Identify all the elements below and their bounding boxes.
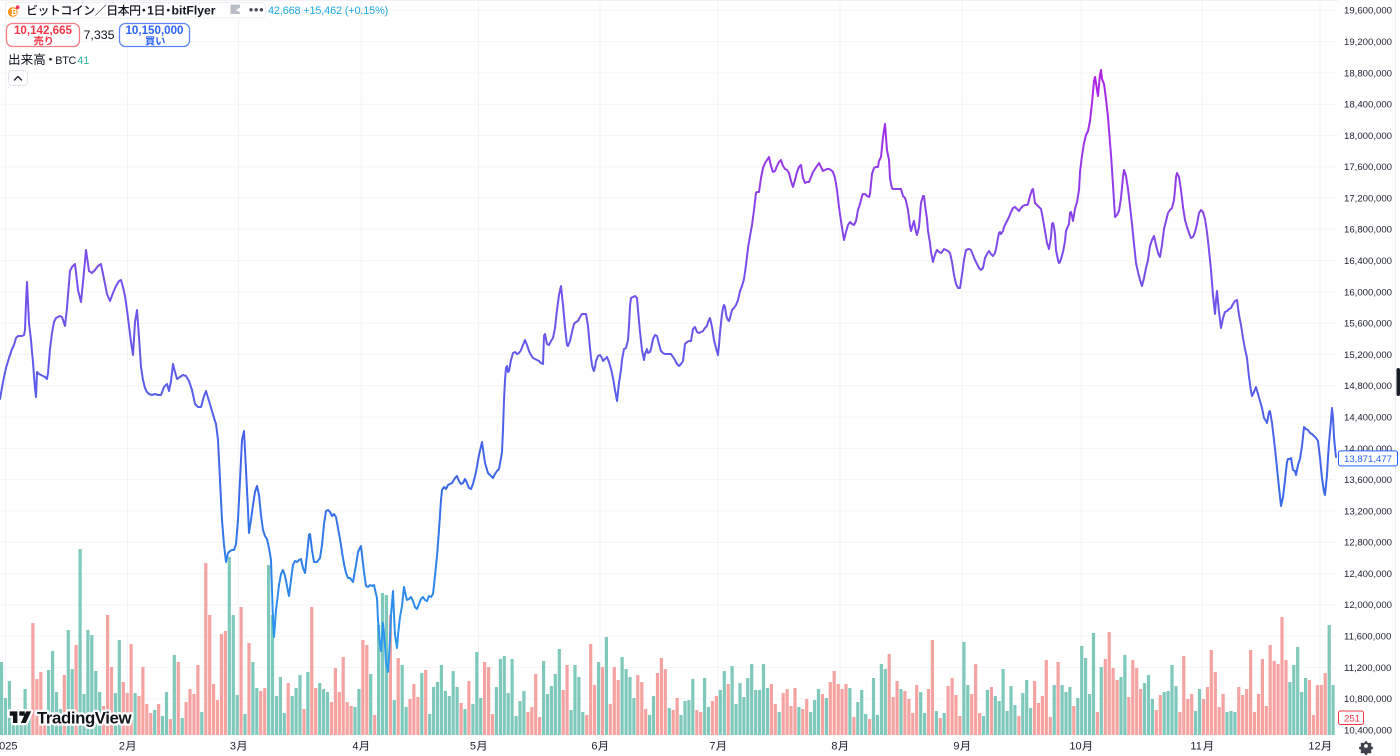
svg-text:11,600,000: 11,600,000 xyxy=(1344,632,1391,643)
svg-text:2: 2 xyxy=(119,741,125,753)
svg-text:10,400,000: 10,400,000 xyxy=(1344,725,1392,736)
svg-text:8: 8 xyxy=(831,741,837,753)
svg-text:11: 11 xyxy=(1190,741,1201,753)
svg-text:16,800,000: 16,800,000 xyxy=(1344,225,1392,236)
svg-text:18,400,000: 18,400,000 xyxy=(1344,100,1392,111)
svg-text:7,335: 7,335 xyxy=(83,28,114,42)
svg-text:2025: 2025 xyxy=(0,741,17,753)
svg-text:10: 10 xyxy=(1069,741,1081,753)
svg-text:1: 1 xyxy=(147,4,154,18)
svg-text:12,400,000: 12,400,000 xyxy=(1344,569,1392,580)
svg-text:41: 41 xyxy=(77,55,89,67)
svg-text:17,600,000: 17,600,000 xyxy=(1344,162,1392,173)
svg-text:13,200,000: 13,200,000 xyxy=(1344,506,1392,517)
svg-text:5: 5 xyxy=(470,741,476,753)
svg-text:10,150,000: 10,150,000 xyxy=(125,24,183,37)
svg-text:14,000,000: 14,000,000 xyxy=(1344,444,1392,455)
svg-text:bitFlyer: bitFlyer xyxy=(172,4,216,18)
svg-text:15,600,000: 15,600,000 xyxy=(1344,319,1392,330)
svg-text:12,800,000: 12,800,000 xyxy=(1344,538,1392,549)
svg-text:TradingView: TradingView xyxy=(37,709,132,728)
svg-text:15,200,000: 15,200,000 xyxy=(1344,350,1392,361)
svg-text:4: 4 xyxy=(352,741,358,753)
svg-text:6: 6 xyxy=(591,741,597,753)
svg-text:13,600,000: 13,600,000 xyxy=(1344,475,1392,486)
svg-text:12,000,000: 12,000,000 xyxy=(1344,600,1392,611)
svg-text:14,800,000: 14,800,000 xyxy=(1344,381,1392,392)
svg-text:BTC: BTC xyxy=(55,55,76,67)
svg-text:19,600,000: 19,600,000 xyxy=(1344,6,1392,17)
svg-text:16,400,000: 16,400,000 xyxy=(1344,256,1392,267)
svg-text:TradingView: TradingView xyxy=(37,709,132,728)
svg-text:7: 7 xyxy=(709,741,715,753)
svg-text:17,200,000: 17,200,000 xyxy=(1344,193,1392,204)
svg-text:13,871,477: 13,871,477 xyxy=(1344,454,1392,465)
svg-text:3: 3 xyxy=(230,741,236,753)
svg-text:42,668 +15,462 (+0.15%): 42,668 +15,462 (+0.15%) xyxy=(268,5,388,17)
svg-text:19,200,000: 19,200,000 xyxy=(1344,37,1392,48)
svg-text:18,800,000: 18,800,000 xyxy=(1344,68,1392,79)
svg-text:₿: ₿ xyxy=(11,8,18,17)
svg-text:18,000,000: 18,000,000 xyxy=(1344,131,1392,142)
svg-text:12: 12 xyxy=(1308,741,1320,753)
svg-text:10,800,000: 10,800,000 xyxy=(1344,694,1392,705)
svg-text:10,142,665: 10,142,665 xyxy=(14,24,73,37)
svg-text:11,200,000: 11,200,000 xyxy=(1344,663,1391,674)
svg-text:9: 9 xyxy=(953,741,959,753)
svg-text:251: 251 xyxy=(1344,714,1360,725)
svg-text:14,400,000: 14,400,000 xyxy=(1344,413,1392,424)
svg-text:16,000,000: 16,000,000 xyxy=(1344,287,1392,298)
